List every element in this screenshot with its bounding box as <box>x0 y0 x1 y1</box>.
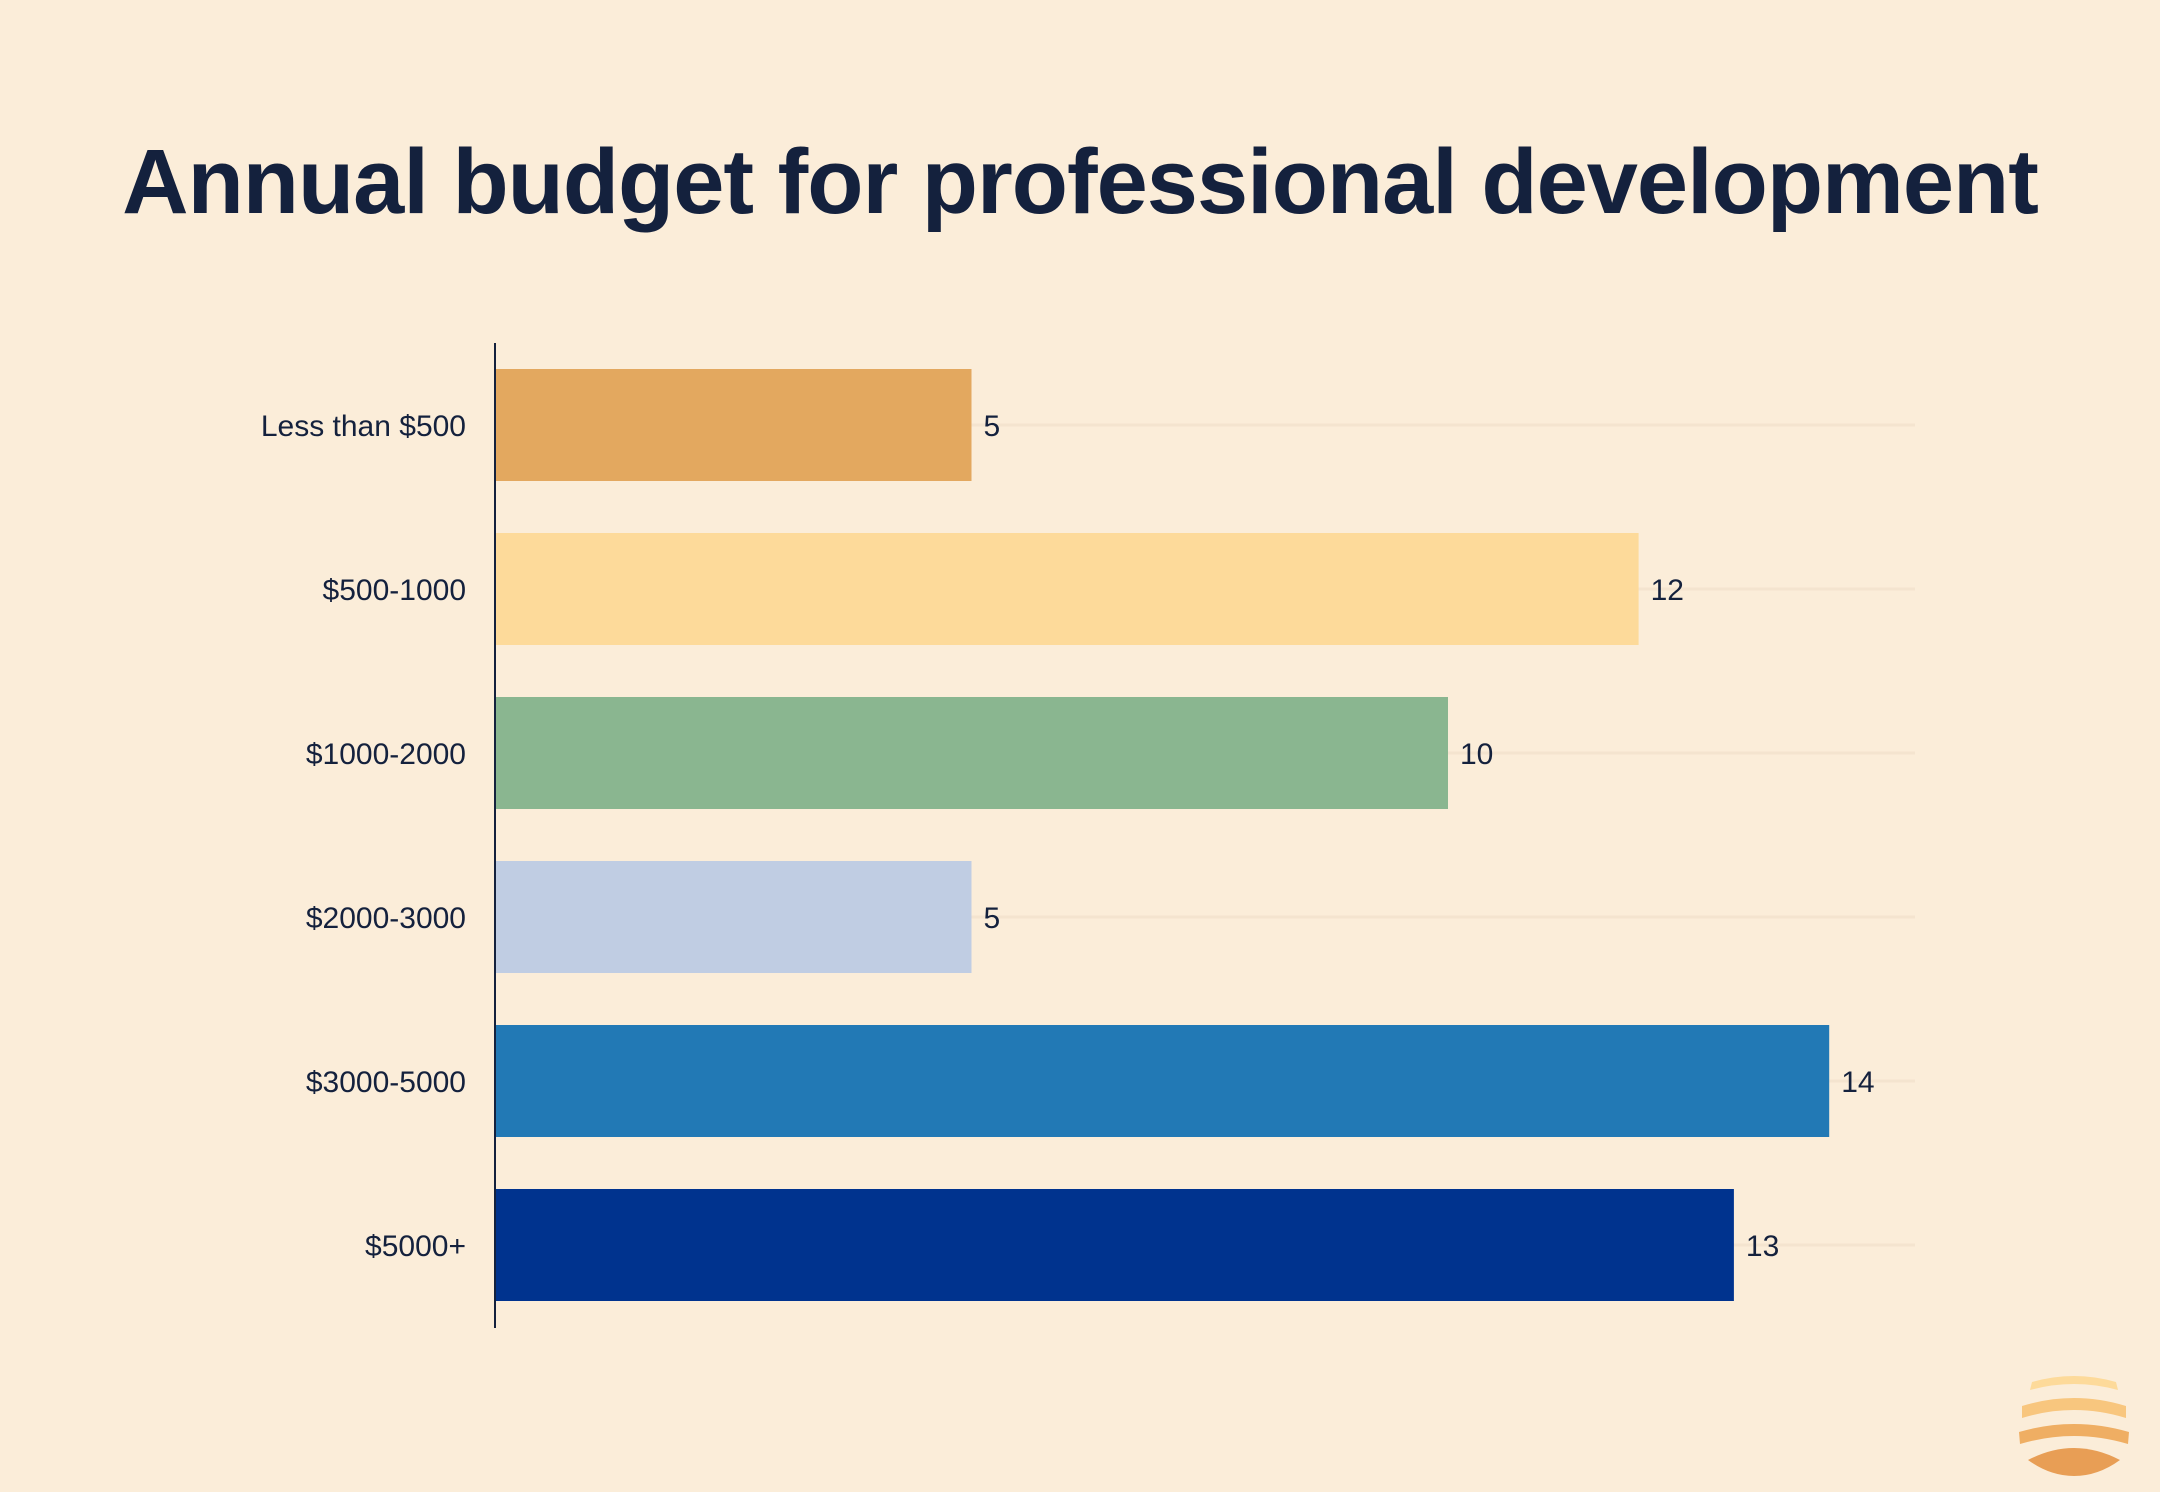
category-label: Less than $500 <box>261 410 466 443</box>
data-label: 10 <box>1460 738 1493 771</box>
bar <box>495 1189 1734 1301</box>
category-label: $1000-2000 <box>306 738 466 771</box>
sunset-waves-logo-icon <box>2019 1376 2129 1476</box>
category-label: $5000+ <box>365 1230 466 1263</box>
data-label: 12 <box>1651 574 1684 607</box>
data-label: 5 <box>984 902 1001 935</box>
data-label: 14 <box>1841 1066 1874 1099</box>
chart-title: Annual budget for professional developme… <box>122 131 2039 233</box>
bar <box>495 533 1639 645</box>
category-label: $500-1000 <box>323 574 466 607</box>
data-label: 5 <box>984 410 1001 443</box>
data-label: 13 <box>1746 1230 1779 1263</box>
category-label: $2000-3000 <box>306 902 466 935</box>
bar <box>495 369 972 481</box>
bar <box>495 697 1448 809</box>
category-label: $3000-5000 <box>306 1066 466 1099</box>
bar <box>495 861 972 973</box>
bar <box>495 1025 1830 1137</box>
